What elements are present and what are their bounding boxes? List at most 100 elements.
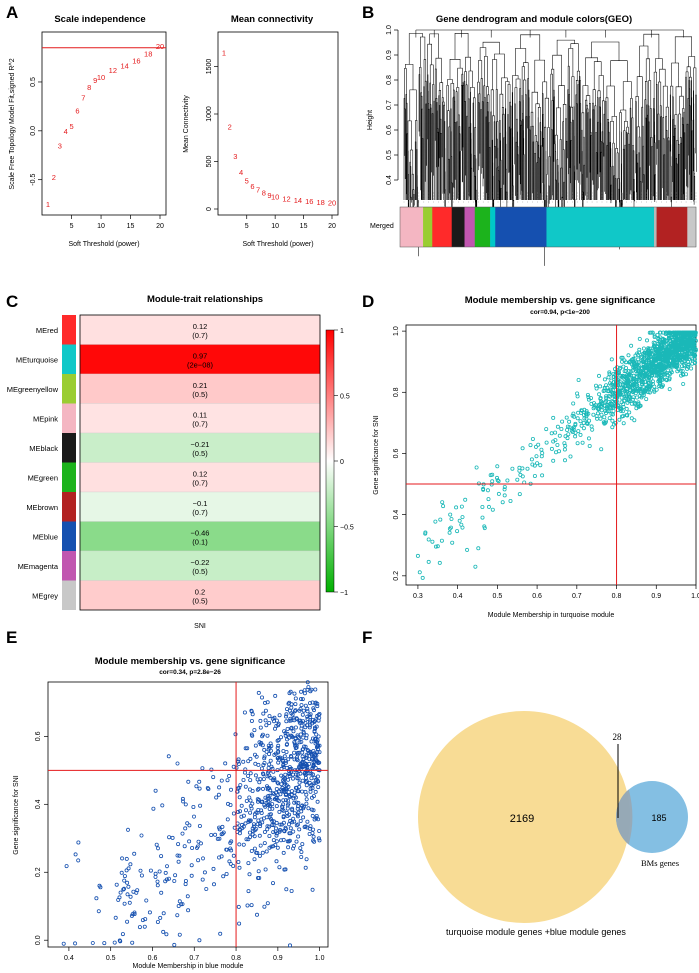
c-module-swatch-MEblack [62, 433, 76, 463]
panel-letter-b: B [362, 3, 374, 22]
d-x-tick-label: 0.9 [651, 593, 661, 600]
a1-point-label: 6 [75, 106, 79, 115]
e-subtitle: cor=0.34, p=2.8e−26 [159, 669, 221, 676]
b-module-color-9 [654, 207, 657, 247]
d-y-tick-label: 0.6 [393, 448, 400, 458]
a2-plot-frame [217, 31, 339, 216]
a2-y-tick-label: 0 [206, 207, 213, 211]
chart-scale-independence: Scale independence 5 10 15 20-0.50.00.5 123… [9, 14, 167, 248]
d-title: Module membership vs. gene significance [465, 295, 656, 306]
a2-x-label: Soft Threshold (power) [242, 241, 313, 248]
e-data-points [61, 680, 322, 948]
c-cell-pvalue: (0.7) [192, 508, 208, 517]
c-legend-tick-label: −0.5 [340, 525, 354, 532]
panel-letter-a: A [6, 3, 18, 22]
a1-x-tick-label: 10 [97, 223, 105, 230]
c-cell-corr: 0.21 [193, 381, 208, 390]
a1-point-label: 14 [120, 61, 128, 70]
a2-point-label: 16 [305, 197, 313, 206]
a1-point-label: 3 [58, 141, 62, 150]
e-x-tick-label: 0.8 [231, 955, 241, 962]
chart-gene-dendrogram: Gene dendrogram and module colors(GEO) 0… [367, 14, 697, 266]
a1-point-label: 7 [81, 94, 85, 103]
b-module-color-11 [687, 207, 697, 247]
d-y-tick-label: 0.4 [393, 510, 400, 520]
b-module-color-1 [423, 207, 433, 247]
b-y-tick-label: 0.8 [386, 75, 393, 85]
c-title: Module-trait relationships [147, 294, 263, 305]
a2-point-label: 5 [245, 177, 249, 186]
c-x-label: SNI [194, 623, 206, 630]
b-y-tick-label: 0.4 [386, 175, 393, 185]
b-module-color-7 [495, 207, 547, 247]
a2-x-tick-label: 5 [245, 223, 249, 230]
a2-title: Mean connectivity [231, 14, 314, 25]
b-module-color-5 [474, 207, 491, 247]
a1-title: Scale independence [54, 14, 145, 25]
c-module-swatch-MEmagenta [62, 551, 76, 581]
e-x-tick-label: 1.0 [315, 955, 325, 962]
a1-point-label: 9 [93, 76, 97, 85]
d-x-label: Module Membership in turquoise module [488, 612, 615, 619]
c-cell-corr: −0.46 [191, 528, 210, 537]
b-dendrogram-tree [403, 29, 697, 266]
panel-letter-c: C [6, 292, 18, 311]
d-x-tick-label: 1.0 [691, 593, 699, 600]
d-plot-frame [405, 324, 697, 586]
a1-point-label: 18 [144, 50, 152, 59]
a2-x-tick-label: 10 [271, 223, 279, 230]
a2-y-tick-label: 500 [206, 156, 213, 168]
b-title: Gene dendrogram and module colors(GEO) [436, 14, 632, 25]
c-cell-MEpink [79, 403, 321, 434]
b-module-color-0 [400, 207, 424, 247]
c-cell-pvalue: (0.5) [192, 449, 208, 458]
venn-set-turquoise-blue [418, 711, 630, 923]
b-module-color-10 [656, 207, 688, 247]
b-y-tick-label: 0.5 [386, 150, 393, 160]
d-x-tick-label: 0.5 [493, 593, 503, 600]
c-module-swatch-MEgreenyellow [62, 374, 76, 404]
chart-module-trait-heatmap: Module-trait relationships MEred 0.12(0.7… [7, 294, 354, 630]
d-x-tick-label: 0.3 [413, 593, 423, 600]
e-y-tick-label: 0.2 [35, 867, 42, 877]
d-y-label: Gene significance for SNI [373, 415, 380, 494]
c-cell-corr: 0.12 [193, 322, 208, 331]
e-x-tick-label: 0.4 [64, 955, 74, 962]
c-cell-pvalue: (2e−08) [187, 360, 214, 369]
a1-point-label: 20 [156, 42, 164, 51]
c-cell-MEgreenyellow [79, 373, 321, 404]
a2-y-label: Mean Connectivity [183, 95, 190, 153]
c-cell-corr: −0.21 [191, 440, 210, 449]
e-y-tick-label: 0.4 [35, 799, 42, 809]
e-y-label: Gene significance for SNI [13, 775, 20, 854]
d-x-tick-label: 0.6 [532, 593, 542, 600]
b-colorbar-label: Merged [370, 223, 394, 230]
b-dendrogram-branches [403, 29, 697, 266]
a1-y-tick-label: 0.0 [30, 126, 37, 136]
e-y-tick-label: 0.6 [35, 731, 42, 741]
c-cell-pvalue: (0.1) [192, 537, 208, 546]
a1-point-label: 2 [52, 173, 56, 182]
b-module-color-4 [464, 207, 476, 247]
a1-x-tick-label: 15 [127, 223, 135, 230]
a2-point-label: 7 [256, 186, 260, 195]
c-cell-MEgreen [79, 462, 321, 493]
d-y-tick-label: 0.8 [393, 387, 400, 397]
c-row-label: MEpink [33, 414, 58, 423]
c-cell-MEgrey [79, 580, 321, 611]
d-y-tick-label: 0.2 [393, 571, 400, 581]
c-module-swatch-MEred [62, 315, 76, 345]
c-cell-MEred [79, 314, 321, 345]
chart-venn-diagram: 28 2169 185 BMs genes turquoise module g… [418, 711, 688, 937]
a2-point-label: 1 [222, 48, 226, 57]
c-cell-MEturquoise [79, 344, 321, 375]
e-x-tick-label: 0.5 [106, 955, 116, 962]
c-cell-pvalue: (0.5) [192, 390, 208, 399]
c-cell-corr: 0.12 [193, 469, 208, 478]
venn-left-count: 2169 [510, 813, 534, 825]
c-cell-corr: −0.1 [193, 499, 208, 508]
venn-right-count: 185 [651, 813, 666, 823]
a2-point-label: 4 [239, 168, 243, 177]
